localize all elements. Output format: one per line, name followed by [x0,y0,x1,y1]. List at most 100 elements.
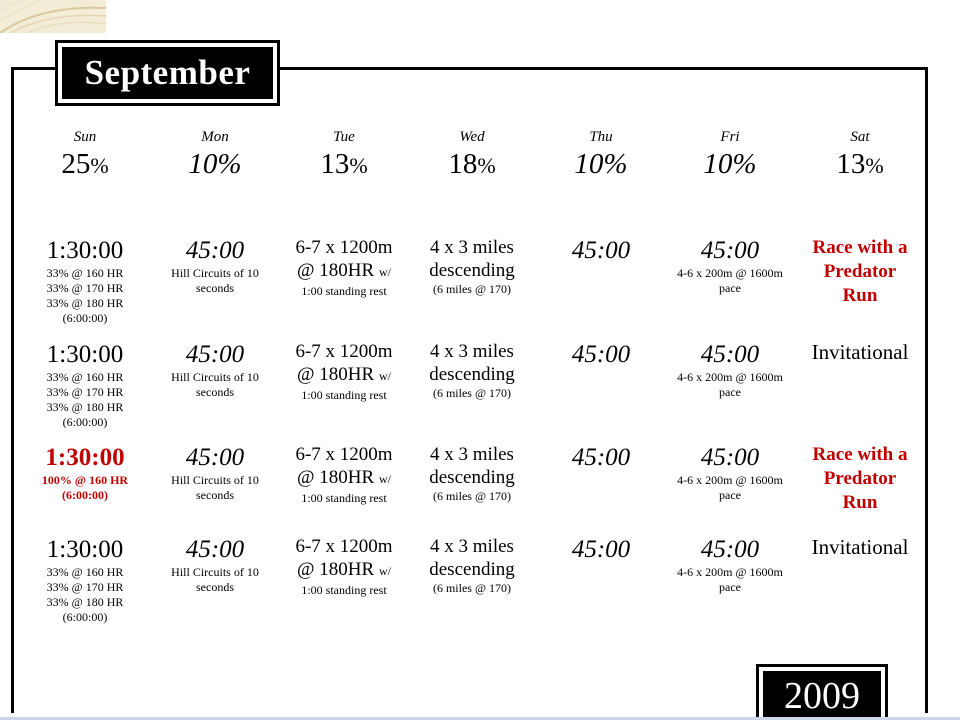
sunday-detail: 33% @ 180 HR [46,296,124,310]
sunday-workout: 1:30:00 33% @ 160 HR 33% @ 170 HR 33% @ 180… [20,340,150,430]
sunday-time: 1:30:00 [46,536,124,563]
friday-time: 45:00 [700,341,760,368]
saturday-line: Run [842,285,878,306]
day-percentage: 10% [665,145,795,183]
sunday-detail: 33% @ 180 HR [46,400,124,414]
saturday-line: Run [842,492,878,513]
monday-time: 45:00 [185,444,245,471]
day-percentage: 13% [279,145,409,185]
thursday-time: 45:00 [571,341,631,368]
tuesday-heart-rate: @ 180HR w/ [279,363,409,388]
saturday-event: Invitational [795,535,925,559]
day-name: Tue [333,129,355,145]
day-name: Wed [459,129,485,145]
sunday-detail: 33% @ 170 HR [46,580,124,594]
wednesday-repeats: 4 x 3 miles [430,536,514,557]
percentage-sign: % [865,153,884,178]
tuesday-with: w/ [378,472,391,486]
tuesday-with: w/ [378,369,391,383]
day-percentage: 18% [407,145,537,185]
percentage-sign: % [90,153,109,178]
day-percentage: 13% [795,145,925,185]
sunday-detail: (6:00:00) [62,415,108,429]
monday-detail: seconds [196,385,234,399]
month-title-box: September [55,40,280,106]
monday-time: 45:00 [185,536,245,563]
tuesday-hr-value: @ 180HR [297,467,375,488]
wednesday-descending: descending [429,260,515,281]
sunday-detail: (6:00:00) [62,610,108,624]
wednesday-detail: (6 miles @ 170) [432,581,512,595]
friday-workout: 45:00 4-6 x 200m @ 1600m pace [665,236,795,296]
tuesday-workout: 6-7 x 1200m @ 180HR w/1:00 standing rest [279,443,409,506]
monday-detail: seconds [196,281,234,295]
friday-workout: 45:00 4-6 x 200m @ 1600m pace [665,535,795,595]
monday-time: 45:00 [185,341,245,368]
sunday-workout: 1:30:00 33% @ 160 HR 33% @ 170 HR 33% @ 180… [20,236,150,326]
day-percentage: 10% [536,145,666,183]
monday-detail: Hill Circuits of 10 [171,370,259,384]
wednesday-workout: 4 x 3 miles descending (6 miles @ 170) [407,236,537,297]
saturday-line: Predator [823,261,897,282]
corner-decoration [0,0,106,33]
day-percentage: 10% [150,145,280,183]
sunday-detail: (6:00:00) [62,311,108,325]
friday-detail: pace [719,385,741,399]
day-name: Sat [850,129,870,145]
thursday-time: 45:00 [571,536,631,563]
tuesday-intervals: 6-7 x 1200m [295,536,393,557]
percentage-value: 18 [448,148,478,180]
sunday-workout: 1:30:00 100% @ 160 HR (6:00:00) [20,443,150,503]
sunday-time: 1:30:00 [46,237,124,264]
friday-time: 45:00 [700,536,760,563]
tuesday-heart-rate: @ 180HR w/ [279,558,409,583]
friday-detail: 4-6 x 200m @ 1600m [677,266,783,280]
percentage-sign: % [349,153,368,178]
sunday-workout: 1:30:00 33% @ 160 HR 33% @ 170 HR 33% @ 180… [20,535,150,625]
sunday-detail: 33% @ 160 HR [46,370,124,384]
tuesday-rest: 1:00 standing rest [301,284,387,298]
friday-detail: 4-6 x 200m @ 1600m [677,565,783,579]
year-label: 2009 [763,671,881,720]
monday-detail: seconds [196,488,234,502]
day-name: Fri [720,129,740,145]
saturday-event: Invitational [795,340,925,364]
tuesday-hr-value: @ 180HR [297,260,375,281]
day-name: Thu [589,129,613,145]
year-box: 2009 [756,664,888,720]
percentage-value: 10% [188,148,242,180]
friday-detail: 4-6 x 200m @ 1600m [677,370,783,384]
wednesday-descending: descending [429,364,515,385]
thursday-time: 45:00 [571,444,631,471]
slide-bottom-strip [0,717,960,720]
saturday-line: Predator [823,468,897,489]
wednesday-detail: (6 miles @ 170) [432,489,512,503]
wednesday-descending: descending [429,559,515,580]
day-percentage: 25% [20,145,150,185]
wednesday-workout: 4 x 3 miles descending (6 miles @ 170) [407,340,537,401]
thursday-workout: 45:00 [536,443,666,473]
friday-workout: 45:00 4-6 x 200m @ 1600m pace [665,340,795,400]
saturday-line: Invitational [811,535,909,559]
sunday-detail: 100% @ 160 HR [41,473,129,487]
percentage-value: 25 [61,148,91,180]
wednesday-repeats: 4 x 3 miles [430,341,514,362]
tuesday-rest: 1:00 standing rest [301,388,387,402]
percentage-value: 13 [320,148,350,180]
monday-time: 45:00 [185,237,245,264]
thursday-workout: 45:00 [536,236,666,266]
friday-detail: pace [719,580,741,594]
tuesday-hr-value: @ 180HR [297,364,375,385]
tuesday-intervals: 6-7 x 1200m [295,444,393,465]
sunday-detail: 33% @ 160 HR [46,266,124,280]
tuesday-rest: 1:00 standing rest [301,491,387,505]
monday-workout: 45:00 Hill Circuits of 10 seconds [150,443,280,503]
tuesday-rest: 1:00 standing rest [301,583,387,597]
sunday-time: 1:30:00 [45,444,125,471]
wednesday-workout: 4 x 3 miles descending (6 miles @ 170) [407,535,537,596]
sunday-detail: 33% @ 180 HR [46,595,124,609]
friday-detail: pace [719,488,741,502]
tuesday-with: w/ [378,265,391,279]
wednesday-repeats: 4 x 3 miles [430,444,514,465]
monday-workout: 45:00 Hill Circuits of 10 seconds [150,340,280,400]
